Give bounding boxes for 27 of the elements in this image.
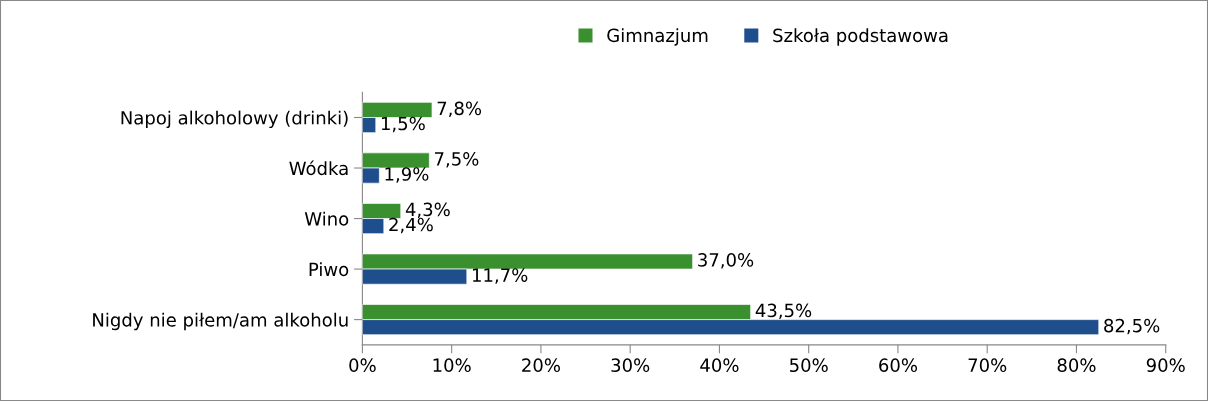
x-tick-label: 30% (611, 358, 650, 373)
x-tick-label: 60% (879, 358, 918, 373)
x-tick-label: 90% (1146, 358, 1185, 373)
y-tick-label: Wino (304, 211, 349, 226)
x-tick-label: 50% (790, 358, 828, 373)
x-tick-label: 80% (1057, 358, 1096, 373)
data-label: 4,3% (405, 202, 450, 219)
data-label: 82,5% (1104, 318, 1160, 335)
y-tick-label: Napoj alkoholowy (drinki) (121, 110, 348, 129)
y-tick-label: Piwo (309, 262, 349, 277)
data-label: 7,8% (437, 101, 482, 117)
x-tick-label: 40% (700, 358, 739, 373)
y-tick-label: Nigdy nie piłem/am alkoholu (93, 312, 348, 331)
legend-label: Szkoła podstawowa (773, 28, 948, 46)
data-label: 11,7% (472, 268, 528, 284)
data-label: 43,5% (755, 303, 812, 320)
data-label: 7,5% (434, 152, 479, 168)
data-label: 1,9% (385, 167, 429, 183)
x-tick-label: 10% (433, 358, 471, 373)
data-label: 1,5% (381, 116, 425, 133)
x-tick-label: 20% (522, 358, 560, 373)
x-tick-label: 70% (968, 358, 1007, 373)
legend-label: Gimnazjum (607, 28, 708, 46)
data-label: 37,0% (698, 253, 754, 269)
y-tick-label: Wódka (289, 160, 348, 176)
data-label: 2,4% (389, 217, 433, 234)
x-tick-label: 0% (349, 358, 376, 373)
